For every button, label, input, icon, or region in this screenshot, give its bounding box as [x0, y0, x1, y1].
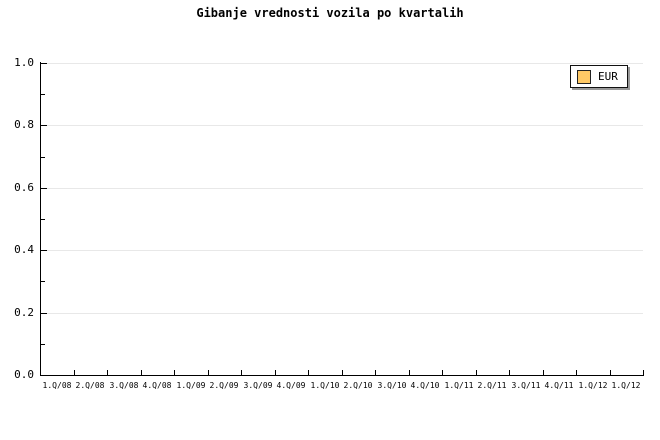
y-tick-label: 0.8: [14, 118, 34, 131]
x-tick-label: 3.Q/11: [511, 381, 541, 390]
gridline: [41, 188, 643, 189]
x-tick-label: 1.Q/12: [578, 381, 608, 390]
y-minor-tick: [41, 94, 45, 95]
x-tick: [107, 370, 108, 375]
x-tick-label: 1.Q/09: [176, 381, 206, 390]
legend-label: EUR: [598, 70, 618, 83]
y-tick-label: 0.4: [14, 243, 34, 256]
x-tick-label: 4.Q/09: [276, 381, 306, 390]
x-tick: [576, 370, 577, 375]
gridline: [41, 313, 643, 314]
x-tick: [174, 370, 175, 375]
y-minor-tick: [41, 219, 45, 220]
y-major-tick: [41, 313, 47, 314]
x-tick-label: 1.Q/12: [611, 381, 641, 390]
x-tick-label: 4.Q/11: [544, 381, 574, 390]
x-tick: [442, 370, 443, 375]
y-major-tick: [41, 125, 47, 126]
x-tick-label: 4.Q/08: [142, 381, 172, 390]
x-tick: [643, 370, 644, 375]
legend-swatch-eur-icon: [577, 69, 591, 84]
x-tick-label: 1.Q/11: [444, 381, 474, 390]
x-tick-label: 3.Q/08: [109, 381, 139, 390]
x-tick: [543, 370, 544, 375]
legend-box: EUR: [570, 65, 628, 88]
x-tick-label: 1.Q/08: [42, 381, 72, 390]
x-axis-line: [40, 375, 644, 376]
x-tick: [375, 370, 376, 375]
x-tick-label: 3.Q/10: [377, 381, 407, 390]
x-tick: [509, 370, 510, 375]
x-tick-label: 2.Q/11: [477, 381, 507, 390]
y-axis-line: [40, 62, 41, 376]
gridline: [41, 63, 643, 64]
x-tick-label: 2.Q/09: [209, 381, 239, 390]
x-tick: [409, 370, 410, 375]
chart-title: Gibanje vrednosti vozila po kvartalih: [196, 6, 464, 20]
x-tick: [241, 370, 242, 375]
gridline: [41, 125, 643, 126]
x-tick: [476, 370, 477, 375]
y-minor-tick: [41, 344, 45, 345]
gridline: [41, 250, 643, 251]
y-tick-label: 0.0: [14, 368, 34, 381]
x-tick: [275, 370, 276, 375]
x-tick: [208, 370, 209, 375]
x-tick: [141, 370, 142, 375]
y-minor-tick: [41, 281, 45, 282]
y-major-tick: [41, 188, 47, 189]
x-tick-label: 2.Q/08: [75, 381, 105, 390]
y-major-tick: [41, 63, 47, 64]
x-tick: [610, 370, 611, 375]
x-tick-label: 2.Q/10: [343, 381, 373, 390]
y-tick-label: 0.6: [14, 181, 34, 194]
y-tick-label: 1.0: [14, 56, 34, 69]
y-tick-label: 0.2: [14, 306, 34, 319]
x-tick: [74, 370, 75, 375]
x-tick: [308, 370, 309, 375]
y-major-tick: [41, 250, 47, 251]
x-tick: [342, 370, 343, 375]
x-tick-label: 4.Q/10: [410, 381, 440, 390]
x-tick-label: 3.Q/09: [243, 381, 273, 390]
y-minor-tick: [41, 157, 45, 158]
x-tick-label: 1.Q/10: [310, 381, 340, 390]
